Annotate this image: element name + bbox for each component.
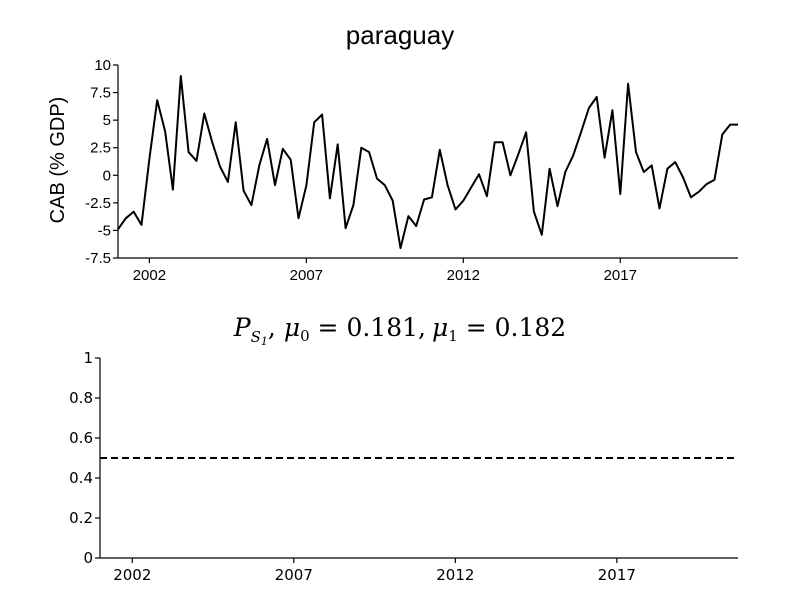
top-y-tick-label: 2.5 (90, 140, 111, 157)
bottom-x-tick-label: 2007 (275, 566, 313, 584)
bottom-chart: PS1, μ0 = 0.181, μ1 = 0.182 00.20.40.60.8… (69, 313, 738, 584)
bottom-x-tick-label: 2017 (598, 566, 636, 584)
top-y-ticks: -7.5 -5 -2.5 0 2.5 5 7.5 10 (85, 57, 118, 267)
bottom-x-tick-label: 2012 (436, 566, 474, 584)
title-mu0-sub: 0 (300, 327, 310, 345)
top-y-axis-label: CAB (% GDP) (47, 97, 69, 224)
title-mu1-val: = 0.182 (458, 313, 566, 342)
top-x-tick-label: 2017 (604, 267, 637, 284)
title-mu0-val: = 0.181, (310, 313, 426, 342)
bottom-y-tick-label: 0.4 (69, 469, 93, 487)
top-chart: paraguay CAB (% GDP) -7.5 -5 -2.5 0 2.5 5 7.5 1… (47, 20, 738, 284)
top-y-tick-label: 7.5 (90, 85, 111, 102)
top-x-tick-label: 2007 (290, 267, 323, 284)
title-mu0: μ (284, 313, 300, 342)
top-y-tick-label: -2.5 (85, 195, 111, 212)
top-y-tick-label: 0 (103, 167, 111, 184)
bottom-y-tick-label: 0.8 (69, 389, 93, 407)
title-mu1-sub: 1 (448, 327, 458, 345)
bottom-y-tick-label: 0.6 (69, 429, 93, 447)
top-x-tick-label: 2012 (447, 267, 480, 284)
top-y-tick-label: 10 (94, 57, 111, 74)
bottom-y-tick-label: 0 (83, 549, 93, 567)
title-p: P (233, 313, 252, 342)
bottom-y-ticks: 0 0.2 0.4 0.6 0.8 1 (69, 349, 100, 567)
title-p-subsub: 1 (261, 335, 268, 348)
top-y-tick-label: -5 (98, 222, 111, 239)
title-mu1: μ (432, 313, 448, 342)
top-y-tick-label: -7.5 (85, 250, 111, 267)
bottom-x-tick-label: 2002 (113, 566, 151, 584)
top-y-tick-label: 5 (103, 112, 111, 129)
top-chart-title: paraguay (346, 20, 454, 50)
top-x-tick-label: 2002 (133, 267, 166, 284)
cab-series-line (117, 75, 738, 250)
bottom-y-tick-label: 1 (83, 349, 93, 367)
title-comma: , (268, 313, 284, 342)
bottom-y-tick-label: 0.2 (69, 509, 93, 527)
bottom-chart-title: PS1, μ0 = 0.181, μ1 = 0.182 (233, 313, 566, 348)
title-p-sub: S (251, 328, 261, 346)
bottom-x-ticks: 2002 2007 2012 2017 (113, 558, 636, 584)
top-x-ticks: 2002 2007 2012 2017 (133, 258, 637, 284)
